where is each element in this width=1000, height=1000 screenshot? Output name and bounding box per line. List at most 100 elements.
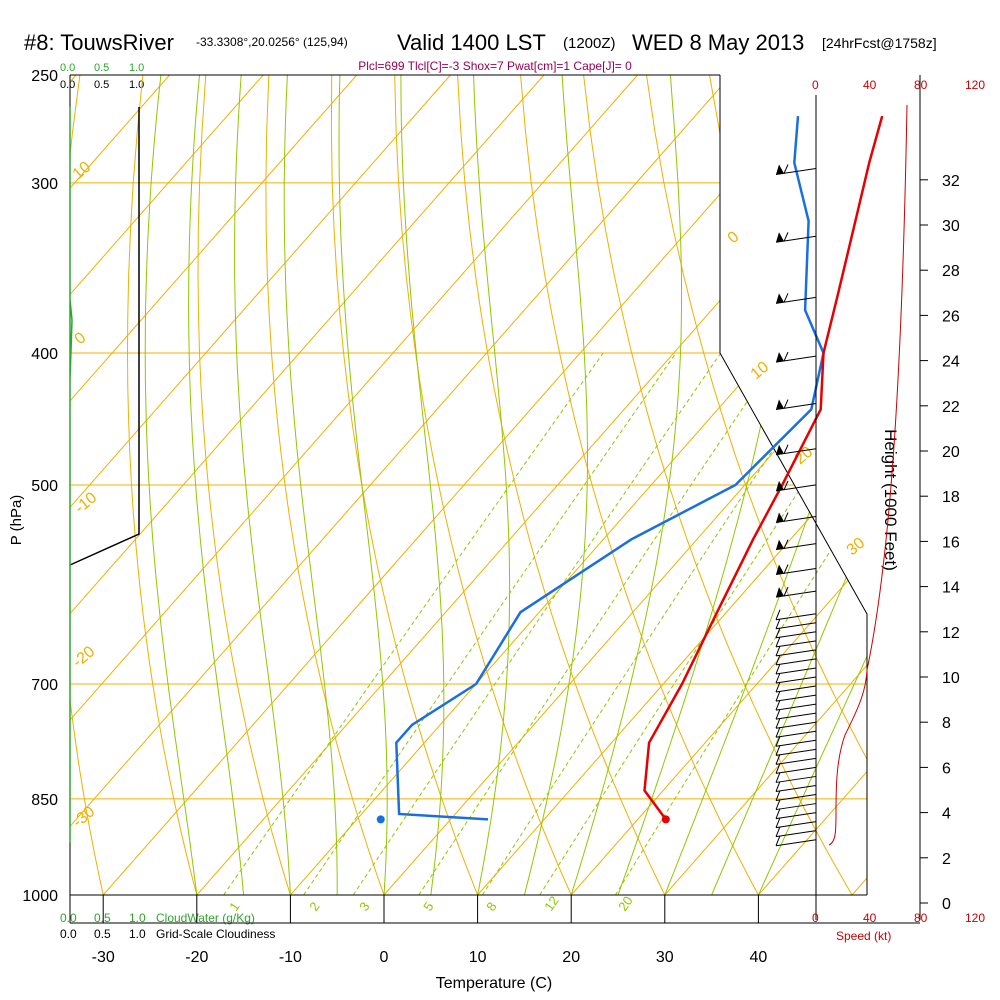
wind-barb-pennant [776, 539, 784, 550]
stability-indices: Plcl=699 Tlcl[C]=-3 Shox=7 Pwat[cm]=1 Ca… [358, 59, 632, 73]
wind-barb-flag [775, 699, 781, 711]
wind-barb [775, 636, 817, 648]
surface-temperature-marker [661, 815, 670, 824]
speed-tick-label: 120 [965, 911, 985, 925]
adiabat-label: 0 [725, 228, 743, 247]
wind-barb-flag [775, 672, 781, 684]
wind-barb [775, 790, 817, 802]
wind-barb-flag [775, 745, 781, 756]
wind-barb-pennant [776, 399, 784, 410]
wind-barb [775, 835, 817, 847]
cloud-axis-top: 0.0 0.5 1.0 0.0 0.5 1.0 [60, 62, 144, 91]
dry-adiabat [394, 75, 572, 895]
wind-barb-flag [775, 817, 781, 828]
wind-barb [775, 645, 817, 657]
wind-barb [775, 699, 817, 711]
wind-barb-pennant [776, 232, 784, 243]
mixing-ratio-label: 20 [615, 893, 636, 913]
wind-barb-flag [775, 772, 781, 783]
wind-barb-flag [775, 781, 781, 792]
adiabat-label: -20 [70, 643, 99, 671]
isotherm-line [946, 75, 1000, 895]
surface-dewpoint-marker [376, 815, 385, 824]
wind-barb-staff [775, 703, 817, 711]
x-axis-title: Temperature (C) [436, 975, 552, 992]
mixing-ratio-label: 3 [356, 899, 372, 914]
wind-barb-flag [775, 654, 781, 666]
wind-barb-flag [783, 586, 789, 597]
wind-barb-staff [775, 821, 817, 829]
wind-barb-staff [775, 730, 817, 738]
temperature-tick-label: 30 [656, 949, 674, 966]
temperature-tick-label: -10 [279, 949, 302, 966]
cloud-axis-bottom: 0.0 0.5 1.0 CloudWater (g/Kg) 0.0 0.5 1.… [60, 911, 275, 941]
adiabat-label: 10 [748, 359, 773, 384]
wind-barb-flag [775, 663, 781, 675]
dry-adiabat [646, 75, 867, 895]
cloudwater-label: CloudWater (g/Kg) [156, 911, 255, 925]
dry-adiabat [265, 75, 385, 895]
moist-adiabat [711, 75, 867, 895]
wind-barb-flag [775, 718, 781, 729]
wind-barb-flag [783, 480, 789, 491]
moist-adiabat [234, 75, 291, 895]
wind-barb-flag [783, 564, 789, 574]
isotherm-line [290, 75, 867, 895]
height-tick-label: 4 [942, 806, 951, 823]
cloudwater-top-tick: 1.0 [129, 62, 144, 74]
valid-time: Valid 1400 LST [397, 30, 546, 55]
cloudwater-top-tick: 0.5 [94, 62, 109, 74]
wind-barb [775, 808, 817, 820]
height-tick-label: 26 [942, 308, 960, 325]
wind-barb-flag [775, 627, 781, 638]
dry-adiabat [197, 75, 291, 895]
sounding-profiles [376, 115, 884, 824]
moist-adiabat [144, 75, 198, 895]
wind-barb-pennant [776, 512, 784, 523]
wind-barb-flag [775, 736, 781, 747]
cloudiness-top-tick: 1.0 [129, 79, 144, 91]
wind-barb [775, 539, 817, 551]
wind-barb-staff [775, 766, 817, 774]
pressure-tick-label: 500 [31, 478, 58, 495]
wind-barb [775, 627, 817, 639]
wind-barb-flag [783, 232, 789, 242]
isotherm-line [70, 75, 732, 895]
wind-barb-flag [775, 618, 781, 629]
speed-tick-label: 80 [914, 78, 928, 92]
wind-barb-staff [775, 622, 817, 630]
cloudiness-profile [69, 107, 140, 566]
speed-tick-label: 40 [863, 911, 877, 925]
temperature-tick-label: -30 [92, 949, 115, 966]
wind-barb [775, 718, 817, 729]
cloudiness-top-tick: 0.5 [94, 79, 109, 91]
wind-barb [775, 609, 817, 621]
isotherm-line [70, 75, 358, 895]
mixing-ratio-line [223, 352, 604, 895]
moist-adiabat [570, 75, 683, 895]
valid-date: WED 8 May 2013 [632, 30, 804, 55]
moist-adiabat [523, 75, 588, 895]
mixing-ratio-line [352, 352, 722, 895]
speed-tick-label: 120 [965, 78, 985, 92]
wind-barb-flag [775, 681, 781, 693]
wind-barb [775, 754, 817, 765]
temperature-tick-label: 20 [562, 949, 580, 966]
speed-tick-label: 80 [914, 911, 928, 925]
moist-adiabat [338, 75, 388, 895]
wind-barb [775, 772, 817, 783]
wind-barb-flag [783, 539, 789, 549]
isotherm-line [851, 75, 867, 895]
adiabat-label: 30 [844, 535, 869, 560]
wind-barb-staff [775, 830, 817, 838]
height-tick-label: 14 [942, 580, 960, 597]
wind-barb-pennant [776, 564, 784, 575]
height-tick-label: 16 [942, 534, 960, 551]
wind-barb-staff [775, 803, 817, 811]
wind-barb-flag [783, 293, 789, 303]
mixing-ratio-line [614, 352, 867, 895]
wind-barb-flag [783, 444, 789, 454]
wind-barb-flag [775, 727, 781, 738]
speed-tick-label: 0 [812, 911, 819, 925]
